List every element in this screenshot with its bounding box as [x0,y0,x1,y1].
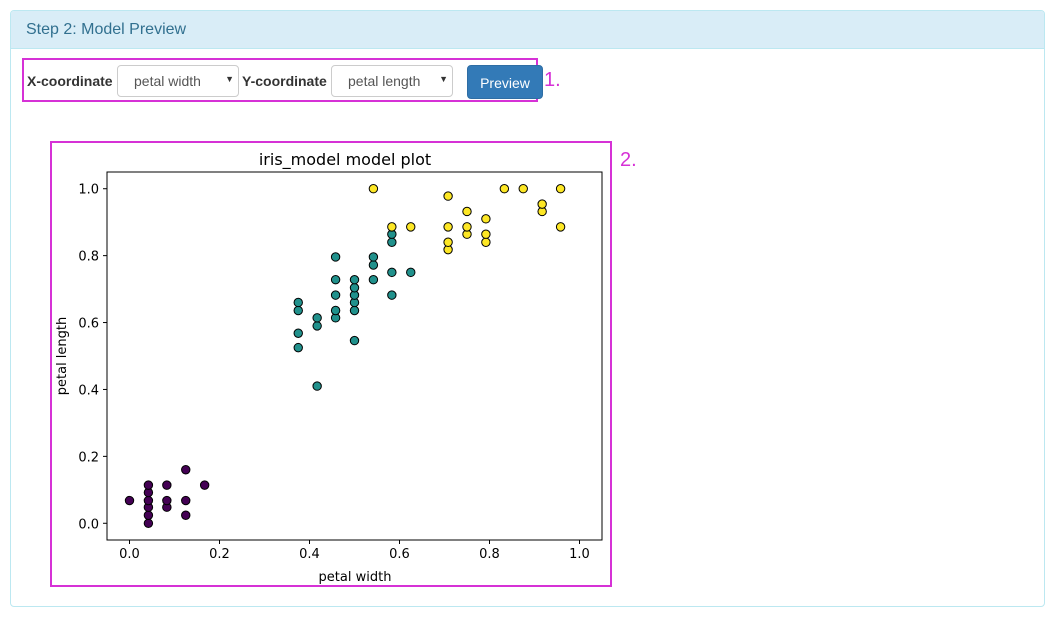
data-point-class-1 [349,335,360,346]
chart-title: iris_model model plot [259,150,431,170]
x-coordinate-select[interactable]: petal width ▼ [117,65,239,97]
data-point-class-2 [481,237,491,247]
x-tick-label: 0.4 [299,547,320,562]
data-point-class-1 [330,305,341,316]
plot-highlight-box: iris_model model plot 0.0 0.2 0.4 0.6 0.8 1.0… [50,141,612,587]
panel-heading: Step 2: Model Preview [11,11,1044,49]
data-point-class-2 [555,222,566,232]
data-point-class-1 [293,297,303,308]
data-point-class-2 [406,222,416,232]
y-coordinate-value: petal length [348,73,421,89]
y-tick-label: 0.4 [78,383,99,398]
data-point-class-1 [330,275,341,285]
data-point-class-2 [481,214,491,224]
x-axis-label: petal width [319,570,392,585]
data-point-class-0 [143,518,154,528]
x-tick-label: 0.6 [389,547,410,562]
data-point-class-1 [387,237,397,247]
data-point-class-0 [143,480,154,490]
data-point-class-0 [162,495,172,506]
data-point-class-0 [143,495,154,506]
data-point-class-1 [406,267,416,278]
annotation-marker-2: 2. [620,149,637,171]
data-point-class-2 [462,222,472,232]
y-tick-label: 1.0 [78,183,99,198]
data-point-class-1 [368,275,379,285]
data-point-class-2 [462,206,472,217]
data-point-class-1 [387,267,397,278]
y-coordinate-select[interactable]: petal length ▼ [331,65,453,97]
data-point-class-2 [368,184,379,194]
coordinate-controls: X-coordinate petal width ▼ Y-coordinate … [22,58,543,102]
chevron-down-icon: ▼ [439,74,448,84]
data-point-class-1 [349,283,360,293]
data-point-class-1 [349,305,360,316]
annotation-marker-1: 1. [544,69,561,91]
x-tick-label: 0.0 [119,547,140,562]
data-point-class-2 [481,229,491,239]
data-point-class-0 [143,510,154,520]
y-tick-label: 0.0 [78,517,99,532]
data-point-class-0 [162,480,172,490]
data-point-class-0 [124,495,135,506]
y-axis: 0.0 0.2 0.4 0.6 0.8 1.0 [78,183,107,532]
data-point-class-2 [518,184,528,194]
x-tick-label: 0.8 [479,547,500,562]
data-point-class-2 [555,184,566,194]
data-point-class-2 [499,184,510,194]
plot-frame [106,171,603,541]
x-tick-label: 1.0 [569,547,590,562]
data-point-class-1 [349,275,360,285]
chevron-down-icon: ▼ [225,74,234,84]
y-tick-label: 0.2 [78,450,99,465]
data-point-class-1 [368,260,379,270]
data-point-class-2 [443,222,453,232]
x-tick-label: 0.2 [209,547,230,562]
model-preview-panel: Step 2: Model Preview X-coordinate petal… [10,10,1045,607]
data-point-class-2 [443,237,453,247]
data-points [124,184,566,528]
data-point-class-1 [312,381,322,391]
y-axis-label: petal length [55,317,70,396]
data-point-class-1 [368,252,379,262]
data-point-class-1 [312,313,322,323]
data-point-class-1 [330,290,341,300]
y-coordinate-label: Y-coordinate [242,73,327,89]
x-coordinate-value: petal width [134,73,201,89]
data-point-class-0 [199,480,210,490]
data-point-class-2 [443,191,453,201]
x-coordinate-label: X-coordinate [27,73,113,89]
data-point-class-1 [293,305,303,316]
y-tick-label: 0.8 [78,250,99,265]
scatter-chart: iris_model model plot 0.0 0.2 0.4 0.6 0.8 1.0… [55,150,603,585]
data-point-class-1 [387,290,397,300]
data-point-class-2 [387,222,397,232]
data-point-class-0 [181,510,191,520]
y-tick-label: 0.6 [78,317,99,332]
data-point-class-0 [181,465,191,475]
data-point-class-1 [293,342,303,353]
data-point-class-0 [181,495,191,506]
data-point-class-2 [537,199,547,209]
data-point-class-1 [330,252,341,262]
preview-button[interactable]: Preview [467,65,543,99]
data-point-class-1 [312,321,322,331]
x-axis: 0.0 0.2 0.4 0.6 0.8 1.0 [119,540,590,562]
data-point-class-1 [293,328,303,338]
